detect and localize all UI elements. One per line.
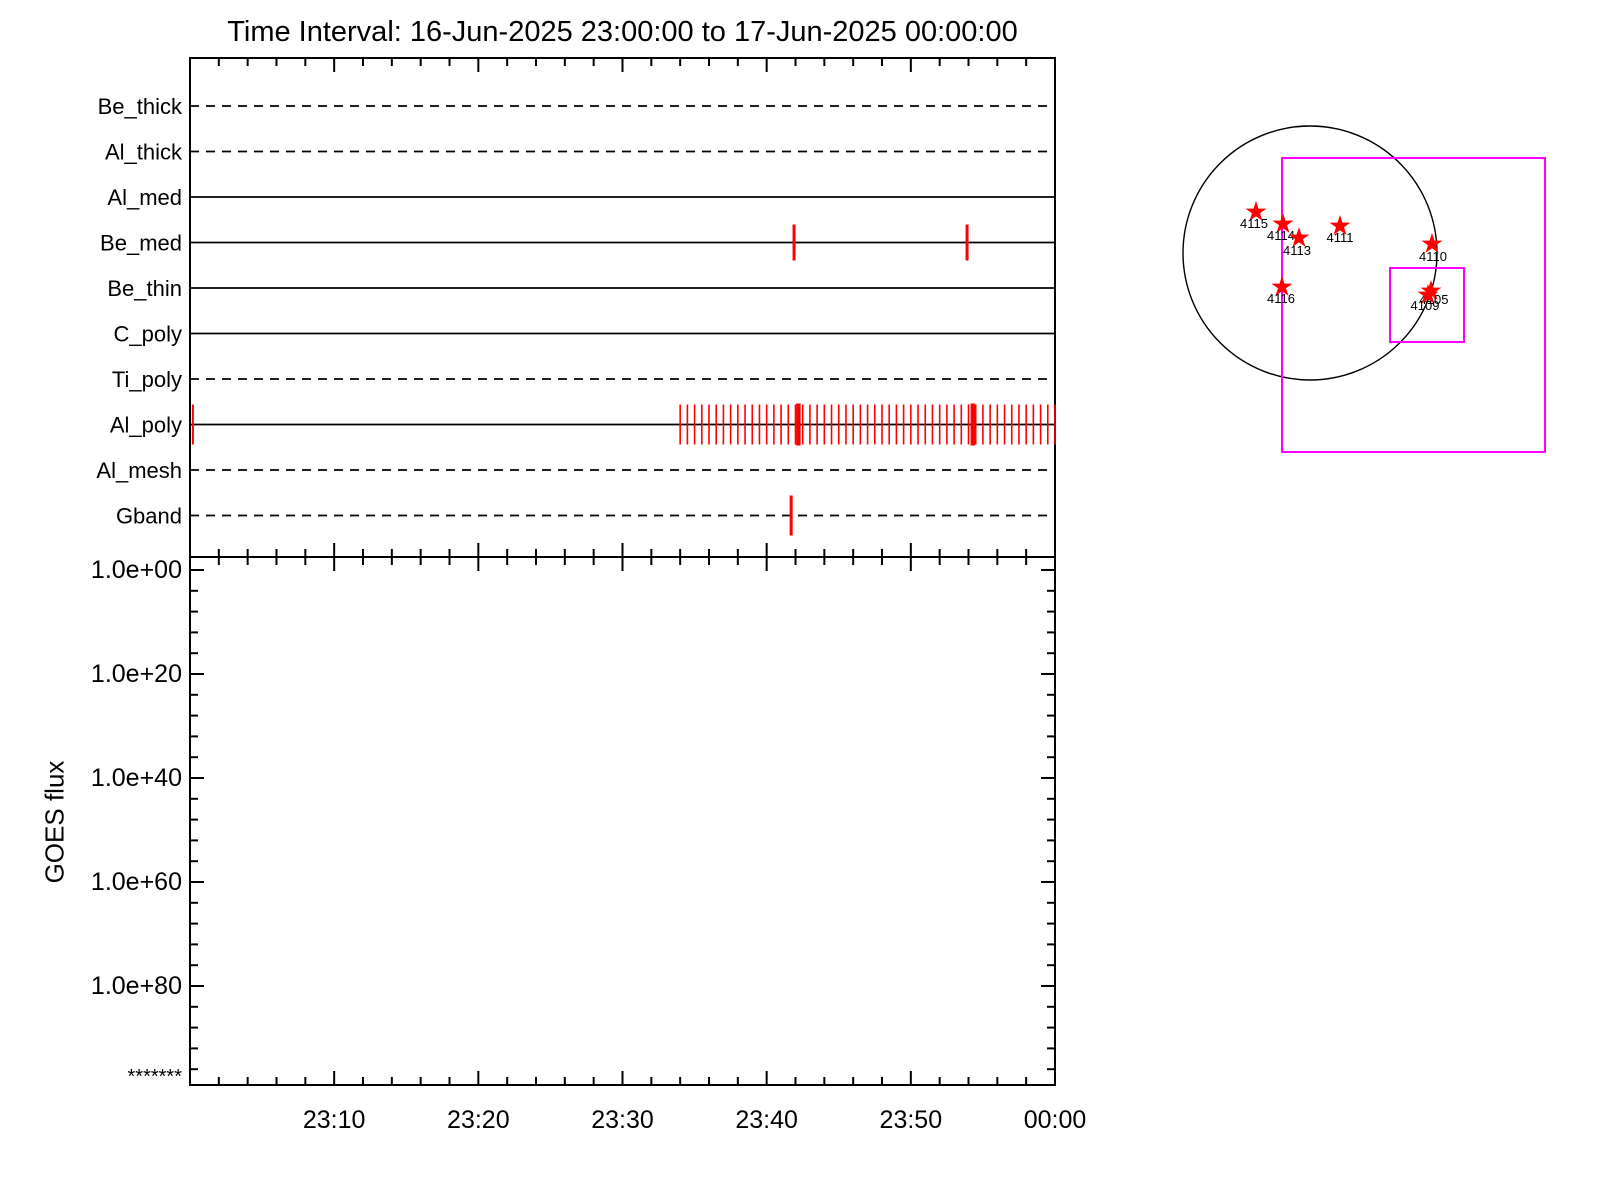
- active-region-label: 4111: [1327, 230, 1354, 245]
- y-tick-label: 1.0e+20: [91, 660, 182, 688]
- active-region-star: [1245, 201, 1267, 221]
- filter-label: Al_med: [107, 185, 182, 210]
- active-region-star: [1417, 284, 1439, 304]
- active-region-label: 4110: [1419, 249, 1447, 264]
- filter-label: Be_med: [100, 231, 182, 256]
- active-region-star: [1272, 213, 1294, 233]
- active-region-star: [1329, 215, 1351, 235]
- y-tick-label: 1.0e+80: [91, 972, 182, 1000]
- y-tick-label: 1.0e+60: [91, 868, 182, 896]
- x-tick-label: 23:40: [735, 1106, 798, 1134]
- goes-panel-frame: [189, 556, 1056, 1086]
- goes-no-data-label: *******: [128, 1066, 183, 1088]
- filter-label: C_poly: [114, 322, 182, 347]
- fov-box-large: [1281, 157, 1546, 453]
- x-tick-label: 23:10: [303, 1106, 366, 1134]
- active-region-label: 4116: [1267, 291, 1295, 306]
- solar-limb-circle: [1182, 125, 1438, 381]
- x-tick-label: 23:20: [447, 1106, 510, 1134]
- y-tick-label: 1.0e+00: [91, 556, 182, 584]
- active-region-star: [1288, 227, 1310, 247]
- fov-box-small: [1389, 267, 1465, 343]
- active-region-label: 4109: [1411, 298, 1440, 313]
- filter-label: Al_thick: [105, 140, 183, 165]
- active-region-star: [1421, 233, 1443, 253]
- x-tick-label: 23:50: [880, 1106, 943, 1134]
- active-region-star: [1420, 280, 1442, 300]
- filter-label: Al_poly: [110, 413, 182, 438]
- filter-label: Al_mesh: [96, 458, 182, 483]
- filter-label: Gband: [116, 504, 182, 529]
- filter-label: Be_thin: [107, 276, 182, 301]
- chart-title: Time Interval: 16-Jun-2025 23:00:00 to 1…: [227, 16, 1018, 48]
- active-region-star: [1271, 276, 1293, 296]
- filter-label: Be_thick: [98, 94, 183, 119]
- x-tick-label: 23:30: [591, 1106, 654, 1134]
- x-tick-label: 00:00: [1024, 1106, 1087, 1134]
- filter-label: Ti_poly: [112, 367, 182, 392]
- y-tick-label: 1.0e+40: [91, 764, 182, 792]
- active-region-label: 4115: [1240, 216, 1268, 231]
- active-region-label: 4114: [1267, 228, 1295, 243]
- active-region-label: 4113: [1283, 243, 1311, 258]
- filter-panel-frame: [189, 57, 1056, 558]
